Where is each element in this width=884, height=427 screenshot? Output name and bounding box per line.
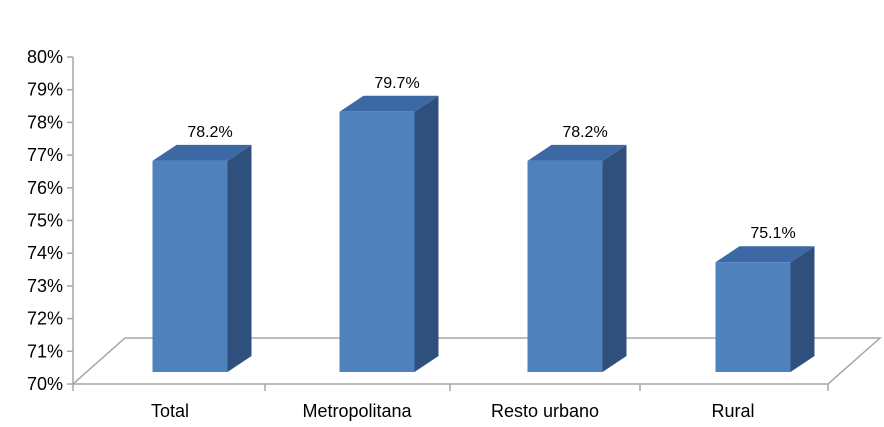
x-tick-label: Metropolitana [302,401,412,421]
data-label: 78.2% [562,124,607,141]
y-tick-label: 75% [27,211,63,231]
bar-side [602,144,627,372]
bar [152,160,228,372]
data-label: 79.7% [374,75,419,92]
bar-side [790,246,815,372]
y-tick-label: 73% [27,276,63,296]
y-tick-label: 74% [27,243,63,263]
x-tick-label: Rural [711,401,754,421]
data-label: 75.1% [750,225,795,242]
bar [527,160,603,372]
y-tick-label: 71% [27,341,63,361]
y-axis: 70% 71% 72% 73% 74% 75% 76% 77% 78% 79% 80% [27,47,829,394]
bar-top [339,95,439,112]
bars [152,95,815,372]
x-tick-label: Total [151,401,189,421]
bar-top [715,246,815,263]
y-tick-label: 70% [27,374,63,394]
bar-side [414,95,439,372]
labels: 78.2% Total 79.7% Metropolitana 78.2% Resto u… [151,75,796,421]
y-tick-label: 72% [27,309,63,329]
bar-side [227,144,252,372]
chart-floor [71,337,882,385]
bar [339,111,415,372]
y-tick-label: 80% [27,47,63,67]
y-tick-label: 79% [27,80,63,100]
bar-top [152,144,252,161]
data-label: 78.2% [187,124,232,141]
floor-plane [71,337,882,385]
y-tick-label: 77% [27,145,63,165]
y-tick-label: 78% [27,112,63,132]
bar [715,262,791,372]
bar-top [527,144,627,161]
x-tick-label: Resto urbano [491,401,599,421]
y-tick-label: 76% [27,178,63,198]
